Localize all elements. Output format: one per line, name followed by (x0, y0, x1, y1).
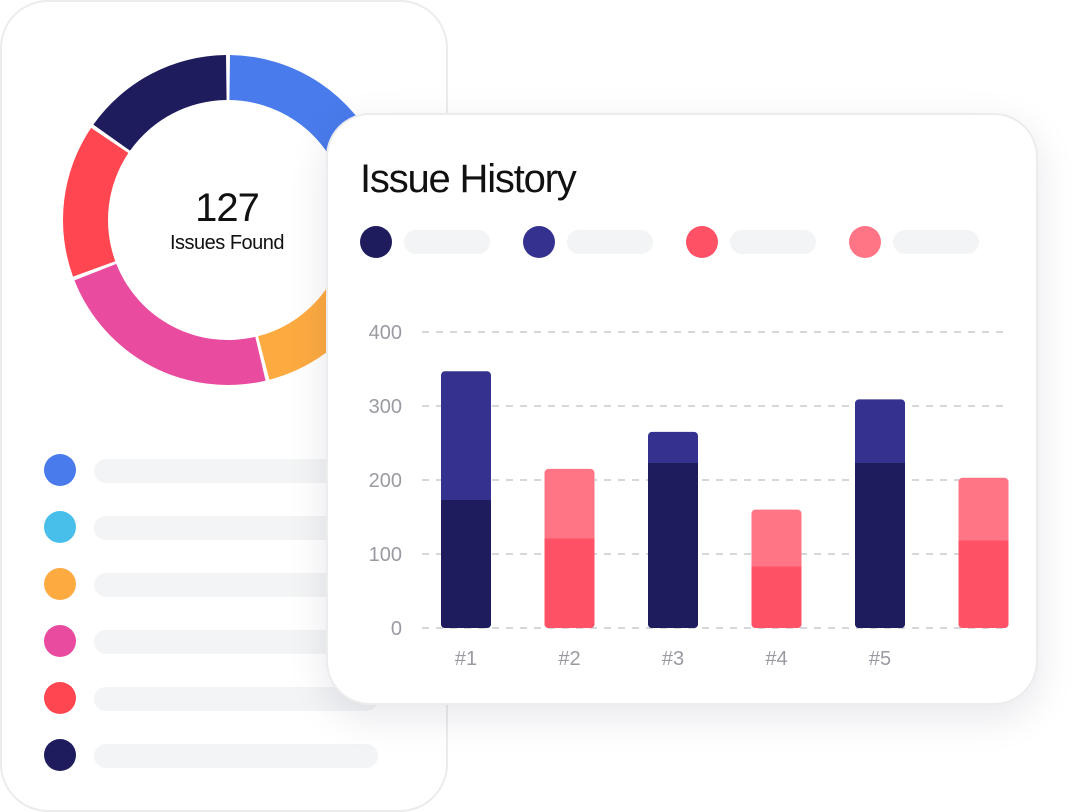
legend-dot-icon (523, 226, 555, 258)
y-tick-label: 100 (369, 544, 402, 566)
bar-lower-segment (751, 566, 802, 628)
bar-lower-segment (544, 538, 595, 628)
legend-item-1 (360, 225, 490, 259)
issue-history-title: Issue History (360, 157, 577, 201)
red-dot-icon (44, 682, 76, 714)
bar-4 (751, 509, 802, 628)
y-tick-label: 300 (369, 396, 402, 418)
bar-lower-segment-edge (751, 566, 802, 571)
bar-3 (648, 431, 698, 628)
legend-item-2 (523, 225, 653, 259)
bar-lower-segment (648, 462, 698, 628)
pink-dot-icon (44, 625, 76, 657)
x-tick-label: #2 (558, 648, 580, 670)
donut-center: 127 Issues Found (107, 162, 347, 282)
category-label-placeholder (94, 744, 378, 768)
issue-history-bar-chart: 0 100 200 300 400 #1 #2 #3 #4 #5 (369, 322, 1009, 670)
bar-lower-segment-edge (544, 538, 595, 543)
bar-5 (855, 399, 905, 628)
bar-lower-segment (441, 499, 491, 628)
legend-label-placeholder (567, 230, 653, 254)
bar-1 (441, 371, 491, 628)
legend-label-placeholder (893, 230, 979, 254)
bar-lower-segment (958, 540, 1009, 628)
bar-2 (544, 468, 595, 628)
x-tick-label: #1 (455, 648, 477, 670)
y-tick-label: 400 (369, 322, 402, 344)
bar-lower-segment-edge (958, 540, 1009, 545)
x-tick-label: #3 (662, 648, 684, 670)
legend-item-4 (849, 225, 979, 259)
cyan-dot-icon (44, 511, 76, 543)
x-tick-label: #5 (869, 648, 891, 670)
legend-label-placeholder (730, 230, 816, 254)
blue-dot-icon (44, 454, 76, 486)
bar-lower-segment (855, 462, 905, 628)
issues-count: 127 (195, 186, 260, 230)
x-tick-label: #4 (765, 648, 787, 670)
legend-dot-icon (360, 226, 392, 258)
category-label-placeholder (94, 687, 378, 711)
bar-lower-segment-edge (855, 462, 905, 467)
legend-dot-icon (849, 226, 881, 258)
bar-lower-segment-edge (441, 499, 491, 504)
donut-segment-6 (93, 55, 227, 151)
bar-lower-segment-edge (648, 462, 698, 467)
legend-label-placeholder (404, 230, 490, 254)
bar-6 (958, 477, 1009, 628)
orange-dot-icon (44, 568, 76, 600)
donut-segment-4 (74, 263, 266, 385)
legend-dot-icon (686, 226, 718, 258)
y-tick-label: 0 (391, 618, 402, 640)
issues-caption: Issues Found (169, 232, 285, 254)
legend-item-3 (686, 225, 816, 259)
issue-history-card: Issue History 0 100 200 300 400 #1 #2 #3 #4 #5 (326, 113, 1038, 705)
navy-dot-icon (44, 739, 76, 771)
donut-segment-5 (62, 127, 129, 277)
y-tick-label: 200 (369, 470, 402, 492)
